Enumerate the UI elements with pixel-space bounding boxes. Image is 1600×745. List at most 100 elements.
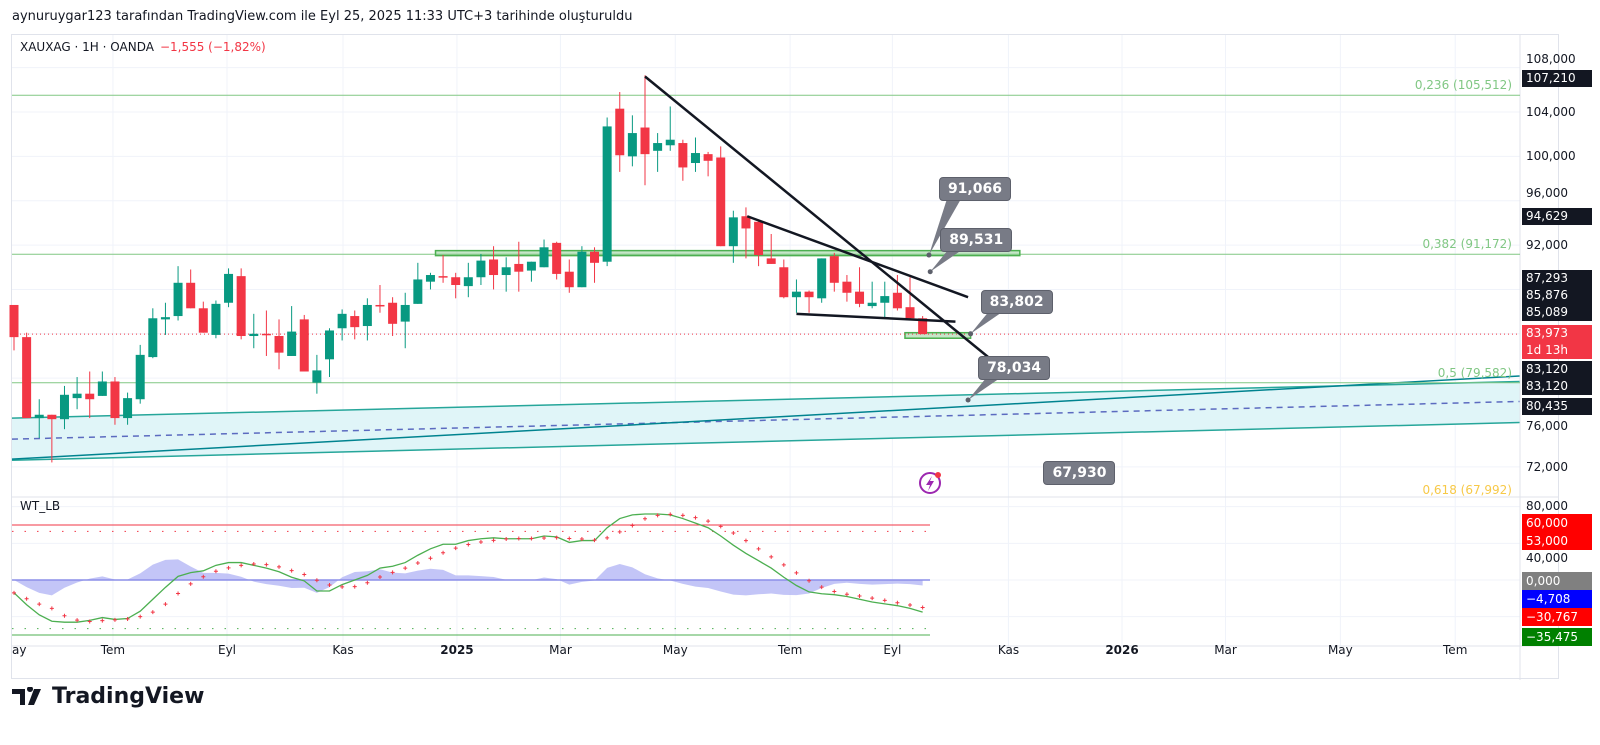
wt2-point xyxy=(781,562,786,567)
candle-body xyxy=(526,261,536,271)
price-callout[interactable]: 78,034 xyxy=(978,355,1051,380)
time-tick: Tem xyxy=(1443,643,1468,657)
candle-body xyxy=(9,304,19,338)
fib-retracement xyxy=(12,94,1520,384)
osc-label: −30,767 xyxy=(1522,608,1592,626)
wt2-point xyxy=(112,617,117,622)
candles xyxy=(9,75,928,463)
candle-body xyxy=(287,331,297,356)
candle-body xyxy=(918,318,928,335)
tradingview-logo-icon xyxy=(12,686,41,705)
tradingview-logo[interactable]: TradingView xyxy=(12,684,204,709)
candle-body xyxy=(388,302,398,324)
candle-body xyxy=(337,313,347,329)
osc-label: 60,000 xyxy=(1522,514,1592,532)
candle-body xyxy=(501,267,511,276)
time-tick: May xyxy=(1327,643,1353,657)
candle-body xyxy=(779,267,789,298)
candle-body xyxy=(829,256,839,283)
candle-body xyxy=(400,304,410,322)
candle-body xyxy=(160,317,170,320)
candle-body xyxy=(186,282,196,309)
wt2-point xyxy=(908,602,913,607)
candle-body xyxy=(211,303,221,335)
callout-pointer xyxy=(928,199,961,256)
wt-oscillator xyxy=(12,512,930,636)
wt2-point xyxy=(655,513,660,518)
wt2-point xyxy=(302,572,307,577)
candle-body xyxy=(602,126,612,262)
channel-upper xyxy=(11,380,1520,419)
wt2-point xyxy=(289,568,294,573)
symbol-legend[interactable]: XAUXAG · 1H · OANDA −1,555 (−1,82%) xyxy=(20,40,266,54)
price-label: 83,120 xyxy=(1522,378,1592,395)
time-tick: 2025 xyxy=(440,643,474,657)
time-tick: Tem xyxy=(777,643,803,657)
price-tick: 92,000 xyxy=(1526,238,1568,252)
fib-label: 0,382 (91,172) xyxy=(1422,237,1512,252)
candle-body xyxy=(148,318,158,358)
candle-body xyxy=(615,108,625,156)
price-label: 87,293 xyxy=(1522,270,1592,287)
wt2-point xyxy=(239,563,244,568)
candle-body xyxy=(97,381,107,396)
wt2-point xyxy=(807,578,812,583)
callout-anchor xyxy=(965,397,971,403)
alert-lightning-icon[interactable] xyxy=(919,472,941,494)
wt2-point xyxy=(643,516,647,521)
wt2-point xyxy=(428,556,433,561)
wt2-point xyxy=(314,578,319,583)
regression-channel xyxy=(11,375,1520,461)
callout-pointer xyxy=(968,377,1001,400)
candle-body xyxy=(425,275,435,282)
candle-body xyxy=(350,316,360,328)
wt2-point xyxy=(201,574,206,579)
candle-body xyxy=(564,271,574,288)
candle-body xyxy=(804,291,814,298)
wt2-point xyxy=(49,606,54,611)
wt2-point xyxy=(668,512,673,517)
wt2-point xyxy=(87,619,92,624)
fib-label: 0,236 (105,512) xyxy=(1414,78,1512,93)
osc-label: −4,708 xyxy=(1522,590,1592,608)
wt2-point xyxy=(251,561,256,566)
candle-body xyxy=(880,296,890,303)
wt2-point xyxy=(542,536,547,541)
callout-pointer xyxy=(930,249,963,272)
price-callout[interactable]: 83,802 xyxy=(980,289,1053,314)
wt2-point xyxy=(832,589,837,594)
price-callout[interactable]: 67,930 xyxy=(1043,461,1116,485)
candle-body xyxy=(905,307,915,319)
candle-body xyxy=(413,279,423,304)
candle-body xyxy=(22,337,32,419)
trend-line xyxy=(644,75,1008,374)
wt2-point xyxy=(794,570,799,575)
price-label: 85,089 xyxy=(1522,304,1592,321)
candle-body xyxy=(224,273,234,303)
price-callout[interactable]: 89,531 xyxy=(940,227,1013,252)
price-label: 83,973 xyxy=(1522,325,1592,342)
price-callout[interactable]: 91,066 xyxy=(938,177,1011,202)
time-tick: ay xyxy=(12,643,27,657)
channel-fill xyxy=(11,381,1520,461)
candle-body xyxy=(766,258,776,264)
candle-body xyxy=(716,157,726,247)
callout-pointer xyxy=(970,311,1003,334)
histogram-area xyxy=(14,559,923,596)
candle-body xyxy=(892,292,902,309)
price-label: 85,876 xyxy=(1522,287,1592,304)
price-tick: 104,000 xyxy=(1526,105,1576,119)
wt2-point xyxy=(844,592,849,597)
wt2-point xyxy=(340,584,345,589)
wt2-point xyxy=(352,584,357,589)
candle-body xyxy=(34,414,44,419)
wt2-point xyxy=(743,538,748,543)
candle-body xyxy=(855,291,865,304)
candle-body xyxy=(438,276,448,278)
price-change: −1,555 (−1,82%) xyxy=(159,40,266,54)
candle-body xyxy=(817,258,827,299)
wt2-point xyxy=(150,610,155,615)
support-zone xyxy=(434,249,1021,257)
time-tick: Eyl xyxy=(218,643,237,657)
